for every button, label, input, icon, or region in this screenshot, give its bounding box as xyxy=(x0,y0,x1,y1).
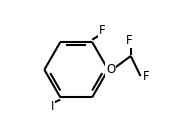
Text: O: O xyxy=(106,63,115,76)
Text: F: F xyxy=(99,24,106,37)
Text: F: F xyxy=(126,34,133,47)
Text: F: F xyxy=(143,70,150,83)
Text: I: I xyxy=(51,100,54,113)
